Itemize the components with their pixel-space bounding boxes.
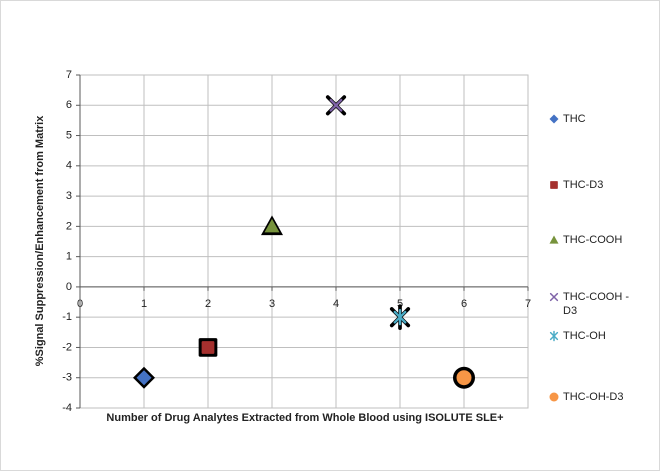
legend-item: THC xyxy=(548,112,648,126)
x-axis-title: Number of Drug Analytes Extracted from W… xyxy=(106,412,503,424)
x-tick-label: 3 xyxy=(269,298,275,310)
data-point xyxy=(453,366,475,389)
legend-item: THC-OH xyxy=(548,329,648,343)
x-tick-label: 5 xyxy=(397,298,403,310)
data-point xyxy=(261,215,283,236)
y-tick-label: -1 xyxy=(62,311,72,323)
y-tick-label: 1 xyxy=(66,251,72,263)
legend-item: THC-COOH -D3 xyxy=(548,290,648,318)
y-tick-label: 5 xyxy=(66,129,72,141)
y-tick-label: -4 xyxy=(62,402,72,414)
marker xyxy=(136,370,152,386)
data-point xyxy=(325,95,347,116)
data-point xyxy=(389,304,411,331)
y-tick-label: -2 xyxy=(62,341,72,353)
data-point xyxy=(198,338,218,357)
marker xyxy=(456,370,472,386)
legend-label: THC-COOH -D3 xyxy=(563,291,629,317)
legend-item: THC-D3 xyxy=(548,178,648,192)
legend-marker xyxy=(549,114,559,124)
legend-marker xyxy=(549,330,559,342)
x-tick-label: 7 xyxy=(525,298,531,310)
legend-marker xyxy=(549,392,559,402)
legend-marker-shape xyxy=(549,392,559,402)
x-tick-label: 4 xyxy=(333,298,339,310)
marker xyxy=(329,98,343,112)
y-tick-label: -3 xyxy=(62,372,72,384)
legend-item: THC-OH-D3 xyxy=(548,390,648,404)
x-tick-label: 1 xyxy=(141,298,147,310)
plot-area xyxy=(79,74,529,409)
legend-marker-shape xyxy=(549,292,559,302)
legend-marker xyxy=(550,181,558,189)
y-tick-label: 7 xyxy=(66,69,72,81)
legend-label: THC-OH xyxy=(563,330,606,342)
legend-label: THC xyxy=(563,113,586,125)
x-tick-label: 6 xyxy=(461,298,467,310)
legend-marker-shape xyxy=(549,235,559,244)
data-point xyxy=(133,366,155,389)
legend-marker-shape xyxy=(549,114,559,124)
legend-marker xyxy=(549,235,559,244)
y-tick-label: 4 xyxy=(66,160,72,172)
y-tick-label: 6 xyxy=(66,99,72,111)
y-tick-label: 2 xyxy=(66,220,72,232)
legend-label: THC-D3 xyxy=(563,179,604,191)
legend-marker xyxy=(549,292,559,302)
legend-label: THC-OH-D3 xyxy=(563,391,624,403)
y-axis-title: %Signal Suppression/Enhancement from Mat… xyxy=(34,115,46,366)
x-tick-label: 2 xyxy=(205,298,211,310)
y-tick-label: 0 xyxy=(66,281,72,293)
marker xyxy=(264,218,280,233)
legend-label: THC-COOH xyxy=(563,234,623,246)
legend-marker-shape xyxy=(550,181,558,189)
legend-item: THC-COOH xyxy=(548,233,648,247)
marker xyxy=(201,341,215,354)
y-tick-label: 3 xyxy=(66,190,72,202)
